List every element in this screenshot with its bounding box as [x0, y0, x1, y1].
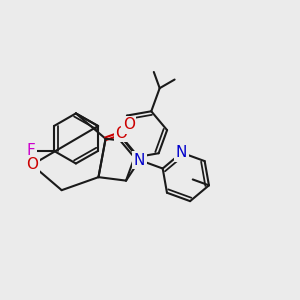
Text: O: O: [115, 126, 127, 141]
Text: N: N: [176, 145, 187, 160]
Text: O: O: [26, 157, 38, 172]
Text: O: O: [123, 118, 135, 133]
Text: N: N: [134, 153, 145, 168]
Text: F: F: [26, 143, 35, 158]
